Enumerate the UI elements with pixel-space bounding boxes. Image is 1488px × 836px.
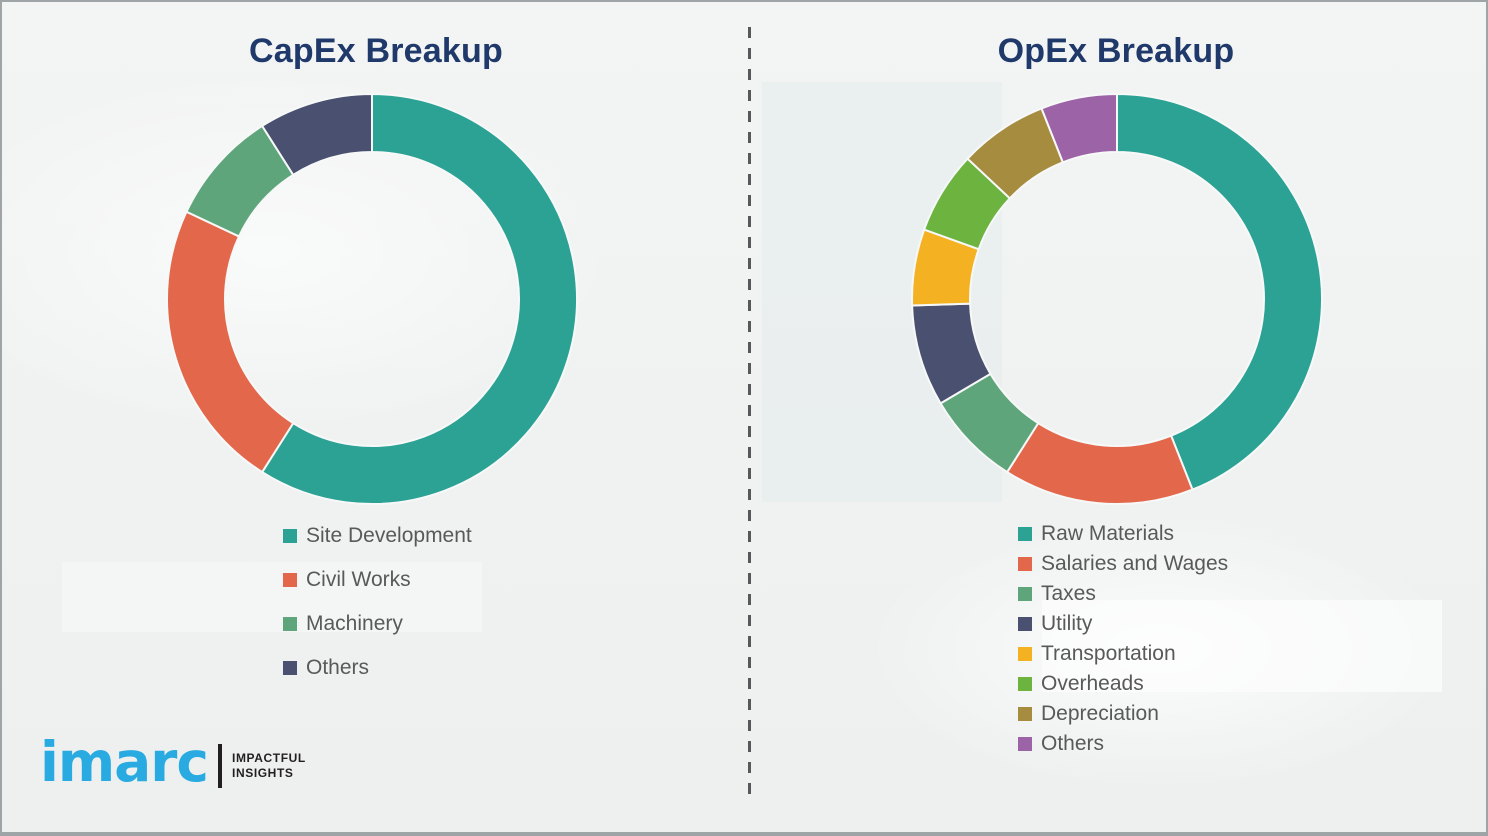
- legend-label: Overheads: [1041, 672, 1144, 695]
- imarc-logo-wordmark: imarc: [40, 730, 209, 794]
- legend-swatch: [283, 573, 297, 587]
- imarc-logo-tagline-line1: IMPACTFUL: [232, 750, 306, 765]
- imarc-logo: imarc IMPACTFUL INSIGHTS: [40, 735, 306, 790]
- imarc-logo-tagline: IMPACTFUL INSIGHTS: [232, 751, 306, 781]
- legend-item-raw-materials: Raw Materials: [1018, 519, 1228, 549]
- legend-item-civil-works: Civil Works: [283, 558, 472, 602]
- legend-swatch: [1018, 677, 1032, 691]
- opex-chart-title: OpEx Breakup: [997, 32, 1235, 70]
- imarc-logo-tagline-line2: INSIGHTS: [232, 765, 294, 780]
- legend-label: Civil Works: [306, 568, 411, 591]
- legend-label: Depreciation: [1041, 702, 1159, 725]
- legend-item-salaries-and-wages: Salaries and Wages: [1018, 549, 1228, 579]
- capex-donut-chart: [166, 92, 578, 505]
- legend-item-overheads: Overheads: [1018, 669, 1228, 699]
- donut-segment-others: [1040, 92, 1118, 164]
- capex-chart-title: CapEx Breakup: [249, 32, 503, 70]
- legend-label: Salaries and Wages: [1041, 552, 1229, 575]
- legend-label: Others: [306, 656, 370, 679]
- donut-segment-raw-materials: [1116, 92, 1323, 491]
- legend-item-others: Others: [1018, 729, 1228, 759]
- legend-swatch: [1018, 527, 1032, 541]
- legend-swatch: [1018, 587, 1032, 601]
- donut-segment-salaries-and-wages: [1005, 421, 1194, 505]
- donut-segment-site-development: [260, 92, 578, 505]
- legend-swatch: [1018, 617, 1032, 631]
- opex-donut-chart: [911, 92, 1323, 505]
- legend-swatch: [1018, 707, 1032, 721]
- imarc-logo-divider-bar: [218, 743, 223, 788]
- legend-item-others: Others: [283, 646, 472, 690]
- legend-label: Machinery: [306, 612, 403, 635]
- legend-label: Transportation: [1041, 642, 1176, 665]
- donut-segment-others: [260, 92, 373, 177]
- legend-item-utility: Utility: [1018, 609, 1228, 639]
- legend-label: Raw Materials: [1041, 522, 1175, 545]
- capex-legend: Site Development Civil Works Machinery Othe…: [283, 514, 472, 690]
- legend-label: Site Development: [306, 524, 472, 547]
- dashed-divider-line: [748, 27, 751, 795]
- legend-item-machinery: Machinery: [283, 602, 472, 646]
- legend-label: Utility: [1041, 612, 1093, 635]
- legend-item-site-development: Site Development: [283, 514, 472, 558]
- donut-segment-civil-works: [166, 210, 295, 474]
- legend-label: Others: [1041, 732, 1105, 755]
- legend-swatch: [1018, 737, 1032, 751]
- legend-swatch: [1018, 647, 1032, 661]
- legend-swatch: [283, 661, 297, 675]
- legend-item-taxes: Taxes: [1018, 579, 1228, 609]
- legend-swatch: [283, 617, 297, 631]
- opex-legend: Raw Materials Salaries and Wages Taxes Util…: [1018, 519, 1228, 759]
- legend-swatch: [283, 529, 297, 543]
- legend-item-depreciation: Depreciation: [1018, 699, 1228, 729]
- legend-item-transportation: Transportation: [1018, 639, 1228, 669]
- legend-label: Taxes: [1041, 582, 1096, 605]
- legend-swatch: [1018, 557, 1032, 571]
